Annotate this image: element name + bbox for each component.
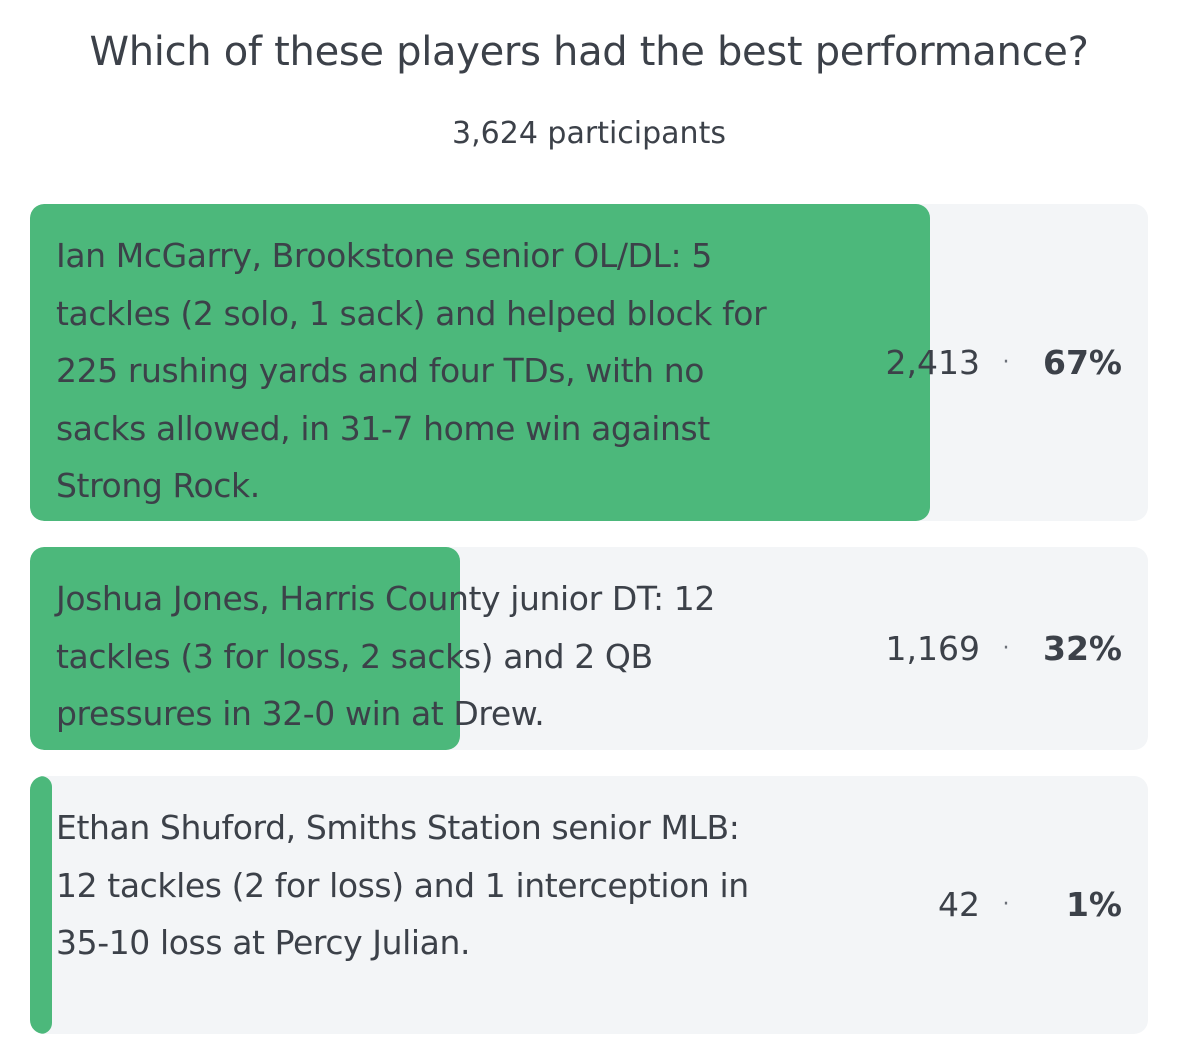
vote-count-1: 2,413 [885, 342, 980, 382]
separator-dot: · [1002, 635, 1010, 661]
vote-percent-2: 32% [1043, 628, 1122, 668]
vote-percent-3: 1% [1065, 885, 1122, 924]
result-bar-3 [30, 776, 52, 1034]
option-stats-3: 42 · 1% [938, 885, 1122, 925]
vote-count-3: 42 [938, 885, 980, 924]
poll-options: Ian McGarry, Brookstone senior OL/DL: 5 … [30, 204, 1148, 1060]
option-stats-1: 2,413 · 67% [886, 343, 1122, 383]
option-label-3: Ethan Shuford, Smiths Station senior MLB… [56, 808, 749, 962]
poll-option-3[interactable]: Ethan Shuford, Smiths Station senior MLB… [30, 776, 1148, 1034]
option-label-2: Joshua Jones, Harris County junior DT: 1… [56, 579, 715, 733]
option-stats-2: 1,169 · 32% [886, 629, 1122, 669]
option-label-1: Ian McGarry, Brookstone senior OL/DL: 5 … [56, 236, 767, 505]
result-bar-2 [30, 547, 460, 750]
vote-count-2: 1,169 [885, 628, 980, 668]
participant-count: 3,624 participants [452, 116, 726, 151]
poll-question: Which of these players had the best perf… [89, 29, 1089, 75]
vote-percent-1: 67% [1043, 342, 1122, 382]
poll-option-2[interactable]: Joshua Jones, Harris County junior DT: 1… [30, 547, 1148, 750]
separator-dot: · [1002, 892, 1010, 917]
separator-dot: · [1002, 349, 1010, 375]
result-bar-1 [30, 204, 930, 521]
poll-option-1[interactable]: Ian McGarry, Brookstone senior OL/DL: 5 … [30, 204, 1148, 521]
